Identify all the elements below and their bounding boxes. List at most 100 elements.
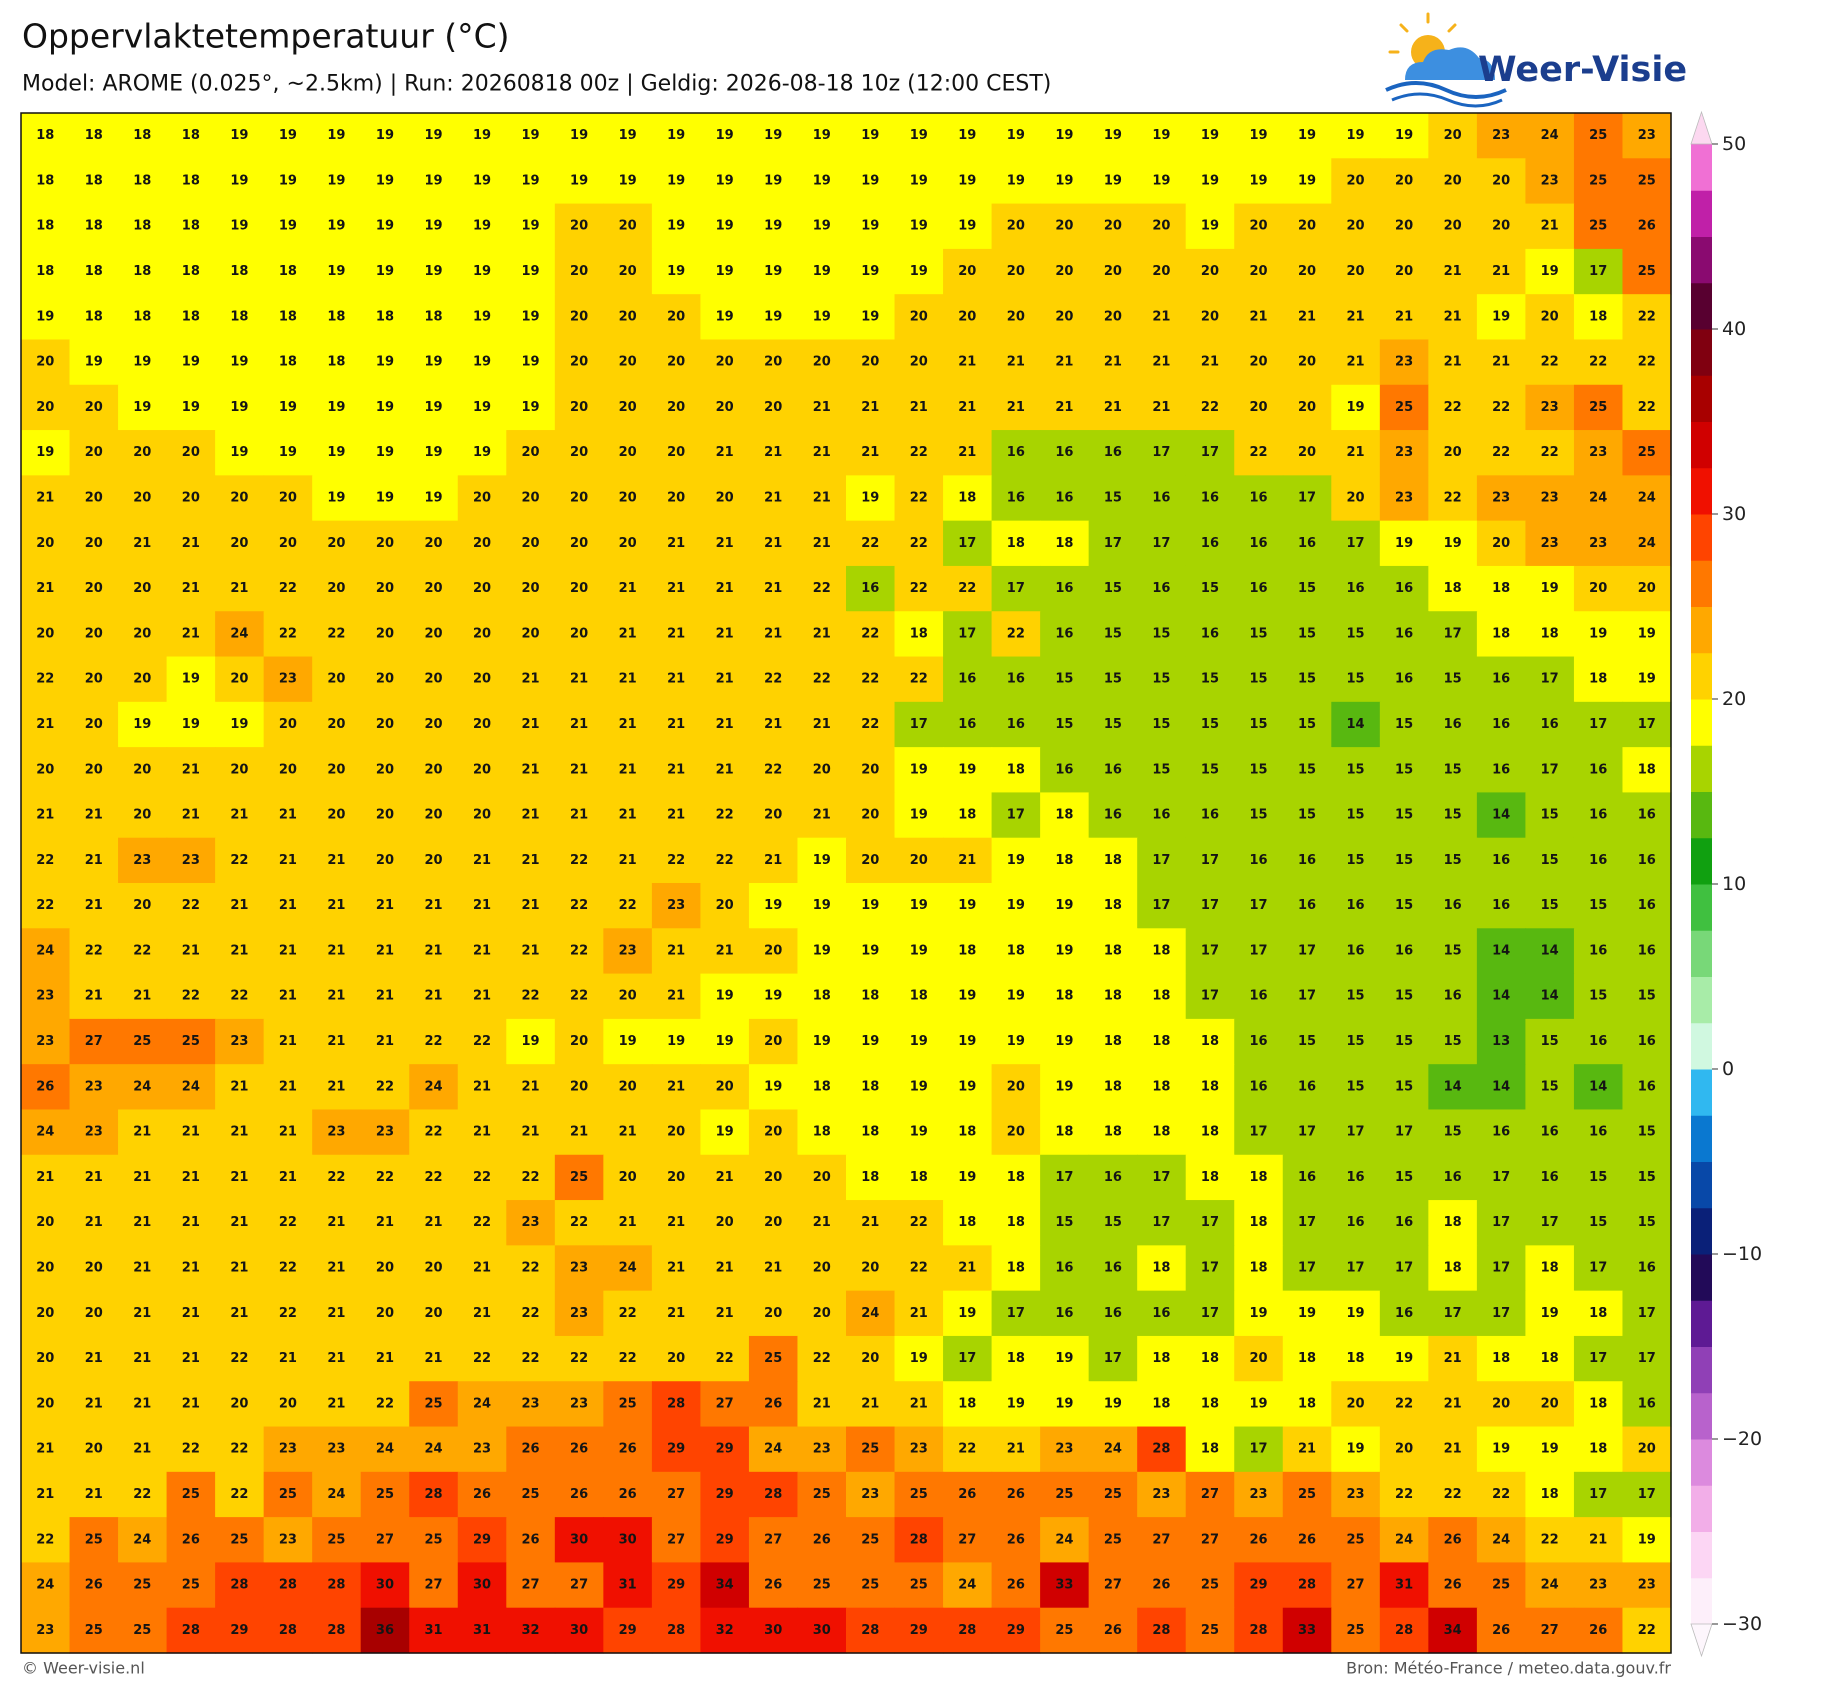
- temperature-cell: [1331, 837, 1381, 884]
- temperature-cell: [1137, 158, 1187, 205]
- temperature-label: 19: [716, 219, 734, 234]
- temperature-cell: [409, 475, 459, 522]
- temperature-label: 21: [230, 1170, 248, 1185]
- temperature-cell: [1428, 656, 1478, 703]
- temperature-cell: [603, 837, 653, 884]
- temperature-cell: [846, 792, 896, 839]
- temperature-label: 25: [85, 1623, 103, 1638]
- temperature-cell: [1622, 611, 1672, 658]
- temperature-cell: [797, 294, 847, 341]
- temperature-label: 28: [667, 1623, 685, 1638]
- temperature-cell: [1088, 565, 1138, 612]
- temperature-label: 20: [376, 1306, 394, 1321]
- temperature-cell: [991, 520, 1041, 567]
- temperature-label: 19: [1541, 1442, 1559, 1457]
- temperature-label: 20: [376, 808, 394, 823]
- temperature-label: 16: [1152, 491, 1170, 506]
- temperature-cell: [263, 792, 313, 839]
- temperature-cell: [21, 1064, 71, 1111]
- temperature-cell: [1525, 701, 1575, 748]
- temperature-label: 18: [230, 264, 248, 279]
- temperature-cell: [69, 1154, 119, 1201]
- temperature-label: 20: [473, 536, 491, 551]
- temperature-label: 15: [1638, 1125, 1656, 1140]
- temperature-label: 14: [1444, 1079, 1462, 1094]
- temperature-cell: [457, 113, 507, 159]
- temperature-cell: [651, 747, 702, 794]
- temperature-label: 21: [1444, 1442, 1462, 1457]
- temperature-label: 20: [1395, 1442, 1413, 1457]
- temperature-label: 19: [327, 445, 345, 460]
- temperature-cell: [360, 611, 410, 658]
- temperature-label: 25: [133, 1623, 151, 1638]
- temperature-label: 19: [1055, 898, 1073, 913]
- temperature-label: 30: [570, 1532, 588, 1547]
- temperature-label: 24: [36, 1578, 54, 1593]
- temperature-label: 15: [1589, 898, 1607, 913]
- temperature-label: 27: [1104, 1578, 1122, 1593]
- temperature-label: 20: [424, 1306, 442, 1321]
- temperature-label: 22: [36, 898, 54, 913]
- temperature-label: 26: [1007, 1532, 1025, 1547]
- temperature-label: 19: [813, 219, 831, 234]
- temperature-label: 21: [1444, 355, 1462, 370]
- temperature-cell: [506, 565, 556, 612]
- temperature-cell: [1331, 928, 1381, 975]
- temperature-cell: [554, 430, 604, 476]
- temperature-label: 18: [279, 264, 297, 279]
- temperature-label: 15: [1395, 1079, 1413, 1094]
- temperature-label: 19: [764, 309, 782, 324]
- temperature-cell: [1040, 1018, 1090, 1065]
- temperature-cell: [700, 792, 750, 839]
- temperature-label: 21: [424, 1215, 442, 1230]
- temperature-cell: [894, 837, 944, 884]
- temperature-cell: [1379, 565, 1429, 612]
- temperature-label: 23: [522, 1215, 540, 1230]
- temperature-label: 20: [1007, 219, 1025, 234]
- temperature-cell: [409, 792, 459, 839]
- temperature-label: 24: [764, 1442, 782, 1457]
- temperature-label: 20: [813, 355, 831, 370]
- temperature-cell: [1428, 1109, 1478, 1156]
- temperature-label: 21: [182, 536, 200, 551]
- temperature-label: 17: [1007, 1306, 1025, 1321]
- temperature-label: 19: [764, 1079, 782, 1094]
- temperature-cell: [1137, 1109, 1187, 1156]
- colorbar-band: [1691, 1161, 1712, 1209]
- temperature-cell: [1379, 701, 1429, 748]
- temperature-label: 16: [1201, 491, 1219, 506]
- temperature-cell: [1185, 294, 1235, 341]
- colorbar-band: [1691, 976, 1712, 1024]
- temperature-cell: [700, 701, 750, 748]
- temperature-cell: [651, 656, 702, 703]
- temperature-cell: [603, 339, 653, 386]
- temperature-label: 21: [910, 1396, 928, 1411]
- temperature-label: 19: [376, 445, 394, 460]
- temperature-cell: [21, 113, 71, 159]
- temperature-cell: [846, 747, 896, 794]
- temperature-cell: [554, 1018, 604, 1065]
- temperature-label: 19: [764, 219, 782, 234]
- temperature-cell: [21, 430, 71, 476]
- temperature-label: 18: [1298, 1396, 1316, 1411]
- temperature-cell: [1428, 384, 1478, 431]
- temperature-label: 21: [376, 989, 394, 1004]
- temperature-cell: [215, 1109, 265, 1156]
- temperature-label: 25: [1201, 1623, 1219, 1638]
- temperature-label: 21: [570, 672, 588, 687]
- temperature-label: 21: [1444, 1351, 1462, 1366]
- temperature-cell: [118, 113, 168, 159]
- temperature-label: 21: [133, 1125, 151, 1140]
- temperature-label: 17: [958, 536, 976, 551]
- temperature-label: 21: [327, 989, 345, 1004]
- temperature-label: 20: [716, 1079, 734, 1094]
- temperature-label: 19: [1638, 672, 1656, 687]
- temperature-cell: [748, 203, 799, 250]
- temperature-label: 24: [133, 1079, 151, 1094]
- temperature-cell: [748, 837, 799, 884]
- temperature-cell: [118, 1154, 168, 1201]
- temperature-label: 19: [1347, 400, 1365, 415]
- colorbar-band: [1691, 1069, 1712, 1116]
- temperature-label: 15: [1104, 626, 1122, 641]
- temperature-cell: [360, 883, 410, 929]
